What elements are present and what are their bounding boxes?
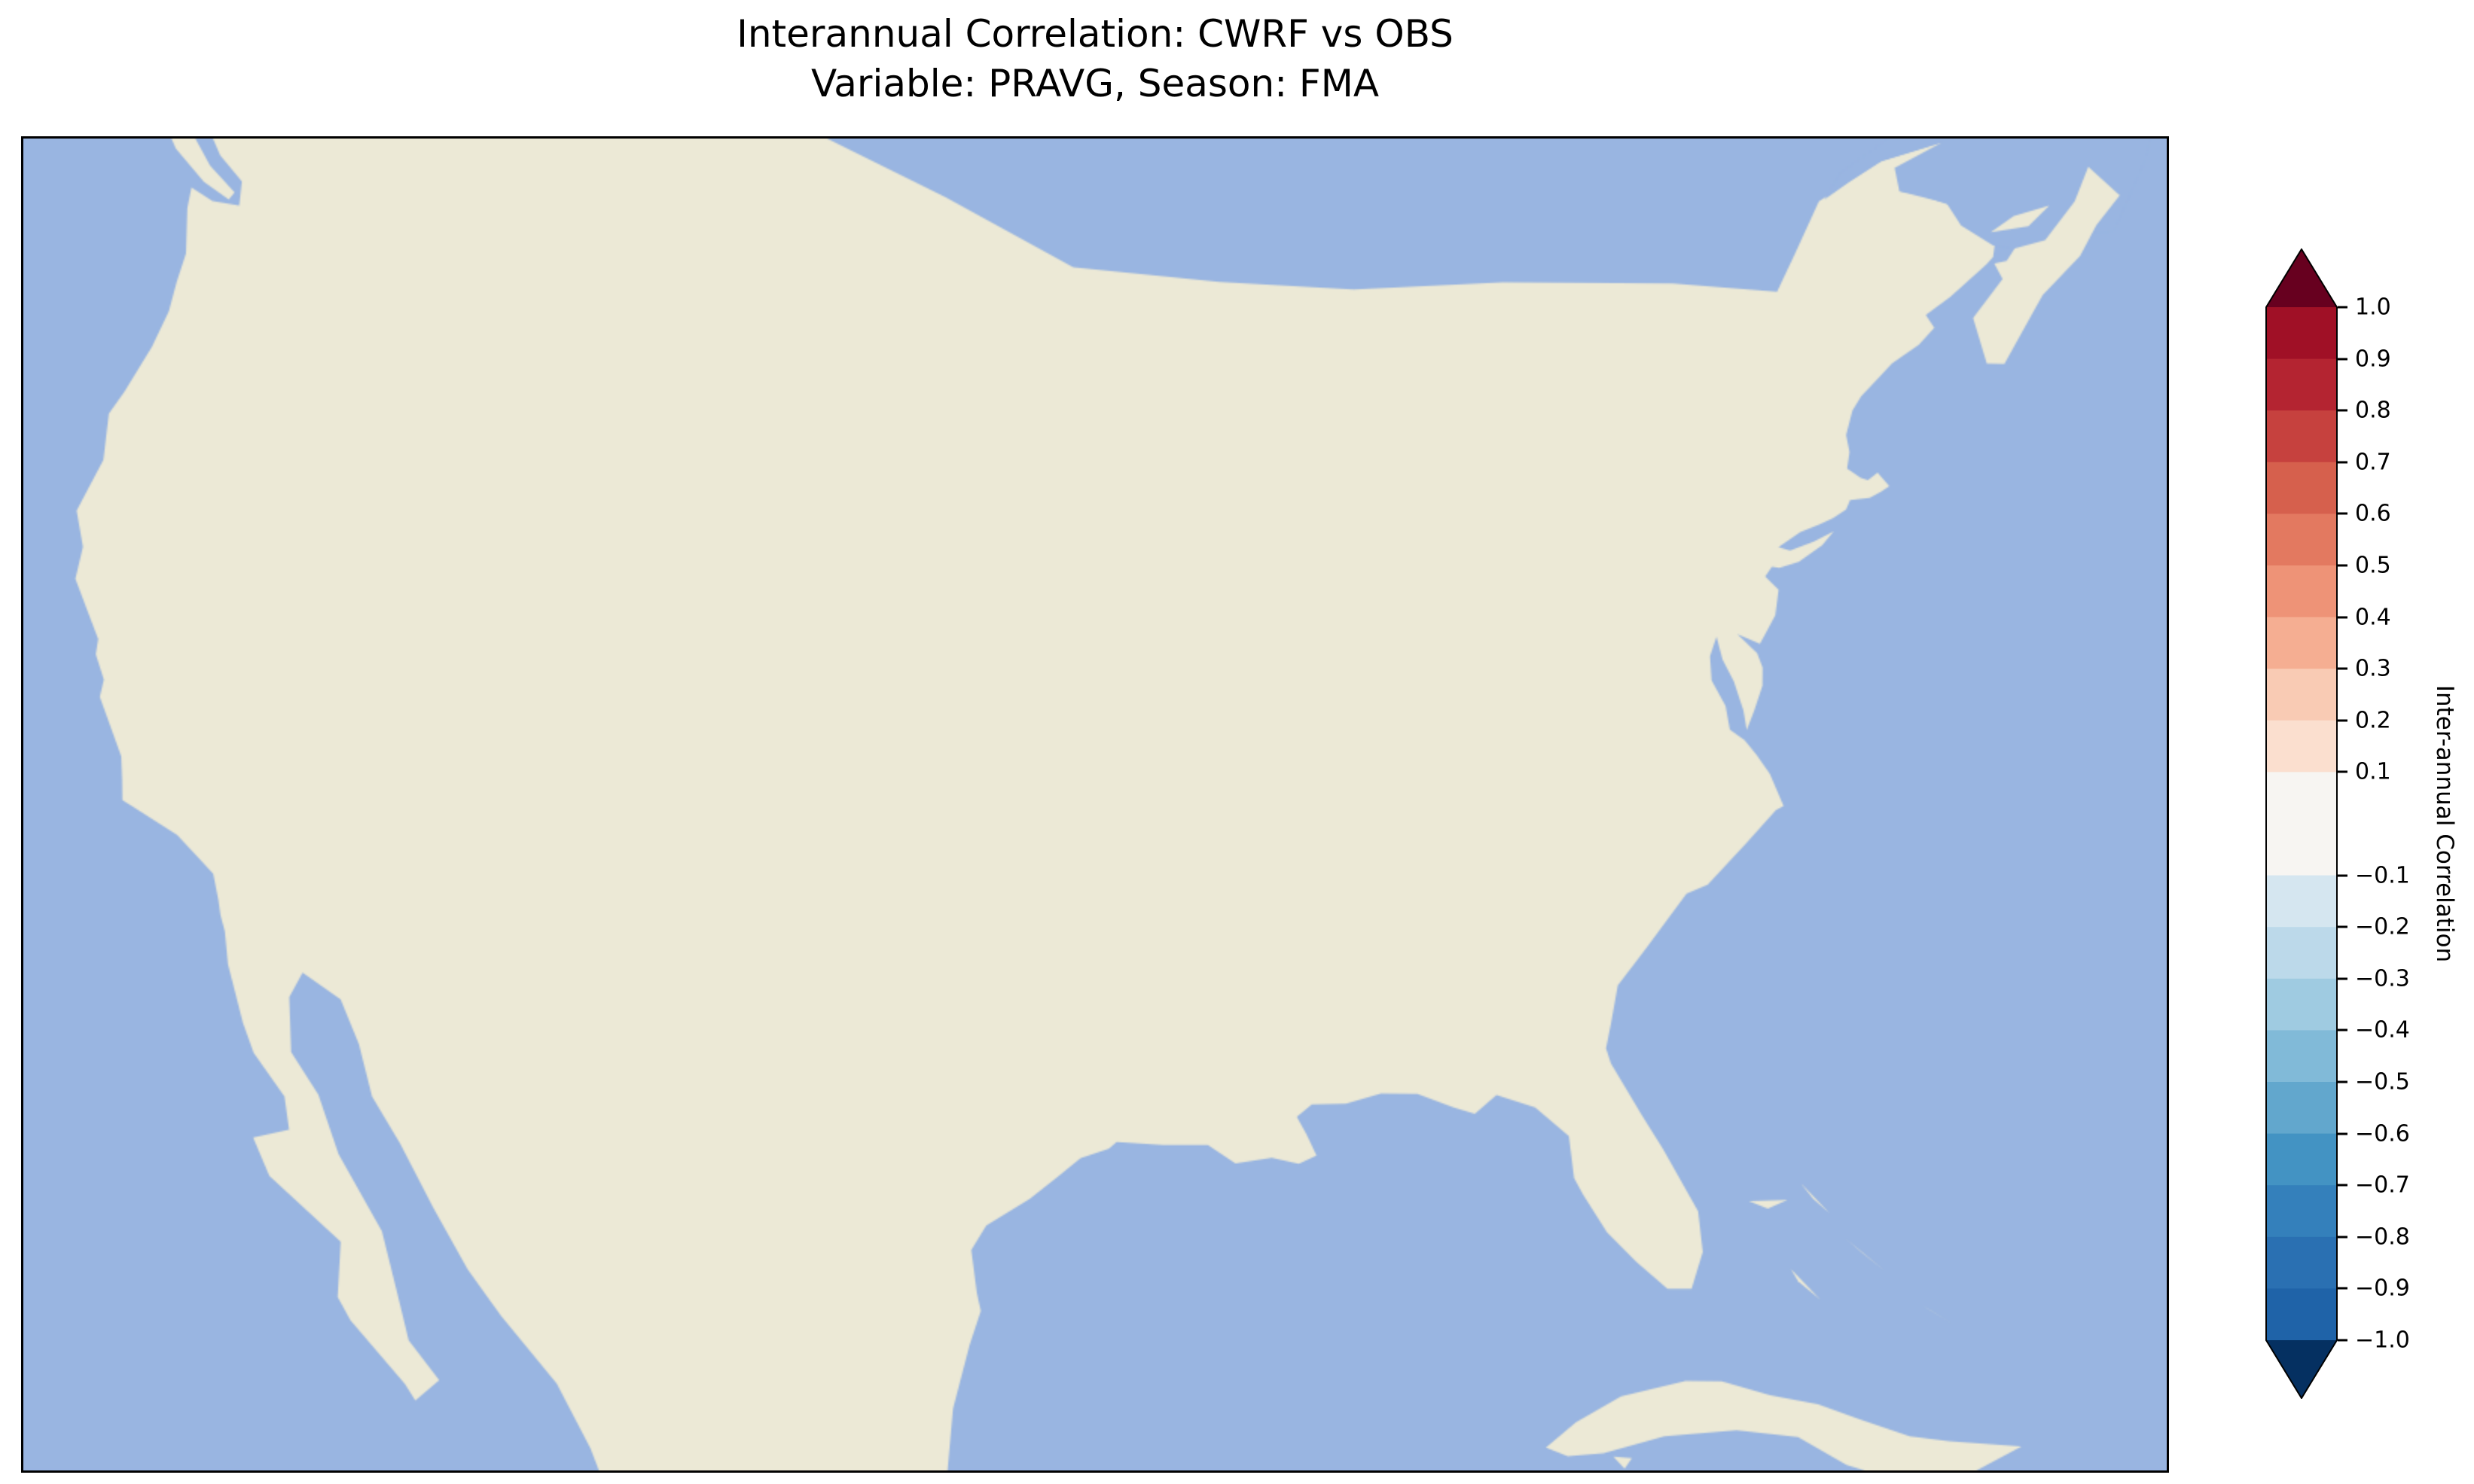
colorbar-tick: 0.8 [2338,398,2391,424]
colorbar-extend-max-arrow [2265,248,2338,307]
colorbar-tick-label: −0.2 [2355,913,2410,940]
colorbar-tick-mark [2338,719,2347,722]
colorbar-tick: −0.6 [2338,1120,2410,1147]
colorbar-tick-label: 0.9 [2355,346,2391,373]
colorbar-tick-mark [2338,667,2347,670]
colorbar-tick: 0.3 [2338,656,2391,682]
colorbar-tick-label: 0.8 [2355,397,2391,424]
colorbar-tick-mark [2338,770,2347,773]
colorbar-tick: −0.5 [2338,1069,2410,1095]
colorbar-extend-min-arrow [2265,1340,2338,1399]
colorbar-tick-label: −0.3 [2355,965,2410,992]
colorbar-tick-mark [2338,925,2347,928]
colorbar-segment [2265,1133,2338,1186]
colorbar-tick-label: −0.9 [2355,1275,2410,1302]
colorbar-tick: −0.8 [2338,1223,2410,1250]
colorbar-gradient [2265,248,2338,1400]
colorbar-tick-mark [2338,1184,2347,1187]
colorbar-label: Inter-annual Correlation [2431,684,2458,963]
colorbar-segment [2265,772,2338,876]
colorbar-tick-mark [2338,1287,2347,1290]
colorbar-segment [2265,358,2338,411]
colorbar-tick-label: −1.0 [2355,1327,2410,1354]
colorbar-tick-mark [2338,1236,2347,1239]
colorbar-tick-label: −0.1 [2355,862,2410,889]
map-panel [21,136,2169,1473]
colorbar-tick-label: 0.2 [2355,707,2391,734]
colorbar-tick-mark [2338,1080,2347,1083]
colorbar-tick-label: −0.5 [2355,1068,2410,1095]
colorbar-tick-mark [2338,461,2347,464]
colorbar-tick-mark [2338,1028,2347,1031]
colorbar-tick: −0.4 [2338,1017,2410,1044]
chart-title: Interannual Correlation: CWRF vs OBS Var… [21,9,2169,108]
colorbar-tick: −1.0 [2338,1327,2410,1354]
colorbar-segment [2265,462,2338,514]
colorbar-tick-mark [2338,616,2347,619]
colorbar-tick: 0.5 [2338,553,2391,579]
colorbar-segment [2265,875,2338,928]
colorbar-segment [2265,720,2338,772]
colorbar [2265,248,2338,1400]
colorbar-tick-mark [2338,409,2347,412]
colorbar-tick: −0.7 [2338,1172,2410,1199]
colorbar-segment [2265,978,2338,1031]
colorbar-segment [2265,410,2338,463]
colorbar-tick: 0.4 [2338,604,2391,630]
colorbar-tick-label: 0.3 [2355,655,2391,682]
colorbar-tick-mark [2338,306,2347,309]
colorbar-tick-label: 1.0 [2355,294,2391,321]
colorbar-tick-label: −0.8 [2355,1223,2410,1251]
colorbar-segment [2265,927,2338,980]
colorbar-tick-label: −0.4 [2355,1016,2410,1044]
colorbar-outline [2265,248,2338,1400]
colorbar-tick-mark [2338,1339,2347,1342]
colorbar-tick: 0.2 [2338,707,2391,733]
colorbar-segment [2265,617,2338,669]
colorbar-tick-label: −0.6 [2355,1120,2410,1147]
colorbar-tick: 1.0 [2338,294,2391,321]
colorbar-segment [2265,669,2338,721]
colorbar-tick: 0.1 [2338,759,2391,785]
colorbar-segment [2265,1288,2338,1341]
colorbar-tick-label: 0.6 [2355,500,2391,527]
colorbar-tick: −0.9 [2338,1275,2410,1302]
colorbar-tick: 0.6 [2338,501,2391,527]
title-line-2: Variable: PRAVG, Season: FMA [810,62,1380,105]
colorbar-tick-mark [2338,512,2347,515]
colorbar-tick-mark [2338,1132,2347,1135]
colorbar-segment [2265,1185,2338,1238]
title-line-1: Interannual Correlation: CWRF vs OBS [737,12,1454,56]
colorbar-tick-label: 0.1 [2355,758,2391,785]
colorbar-tick-mark [2338,874,2347,877]
colorbar-segment [2265,513,2338,566]
colorbar-tick-label: 0.4 [2355,604,2391,631]
colorbar-tick: −0.2 [2338,914,2410,940]
colorbar-tick-label: 0.7 [2355,449,2391,476]
colorbar-segment [2265,565,2338,618]
colorbar-tick-label: −0.7 [2355,1172,2410,1199]
colorbar-segment [2265,307,2338,360]
colorbar-segment [2265,1082,2338,1135]
colorbar-segment [2265,1236,2338,1289]
colorbar-tick-mark [2338,358,2347,361]
colorbar-tick: −0.1 [2338,862,2410,888]
colorbar-tick-mark [2338,977,2347,980]
colorbar-segment [2265,1030,2338,1083]
map-canvas [23,139,2167,1470]
colorbar-tick: −0.3 [2338,965,2410,992]
colorbar-tick: 0.9 [2338,346,2391,372]
colorbar-tick-label: 0.5 [2355,552,2391,579]
colorbar-tick: 0.7 [2338,449,2391,475]
colorbar-tick-mark [2338,564,2347,567]
